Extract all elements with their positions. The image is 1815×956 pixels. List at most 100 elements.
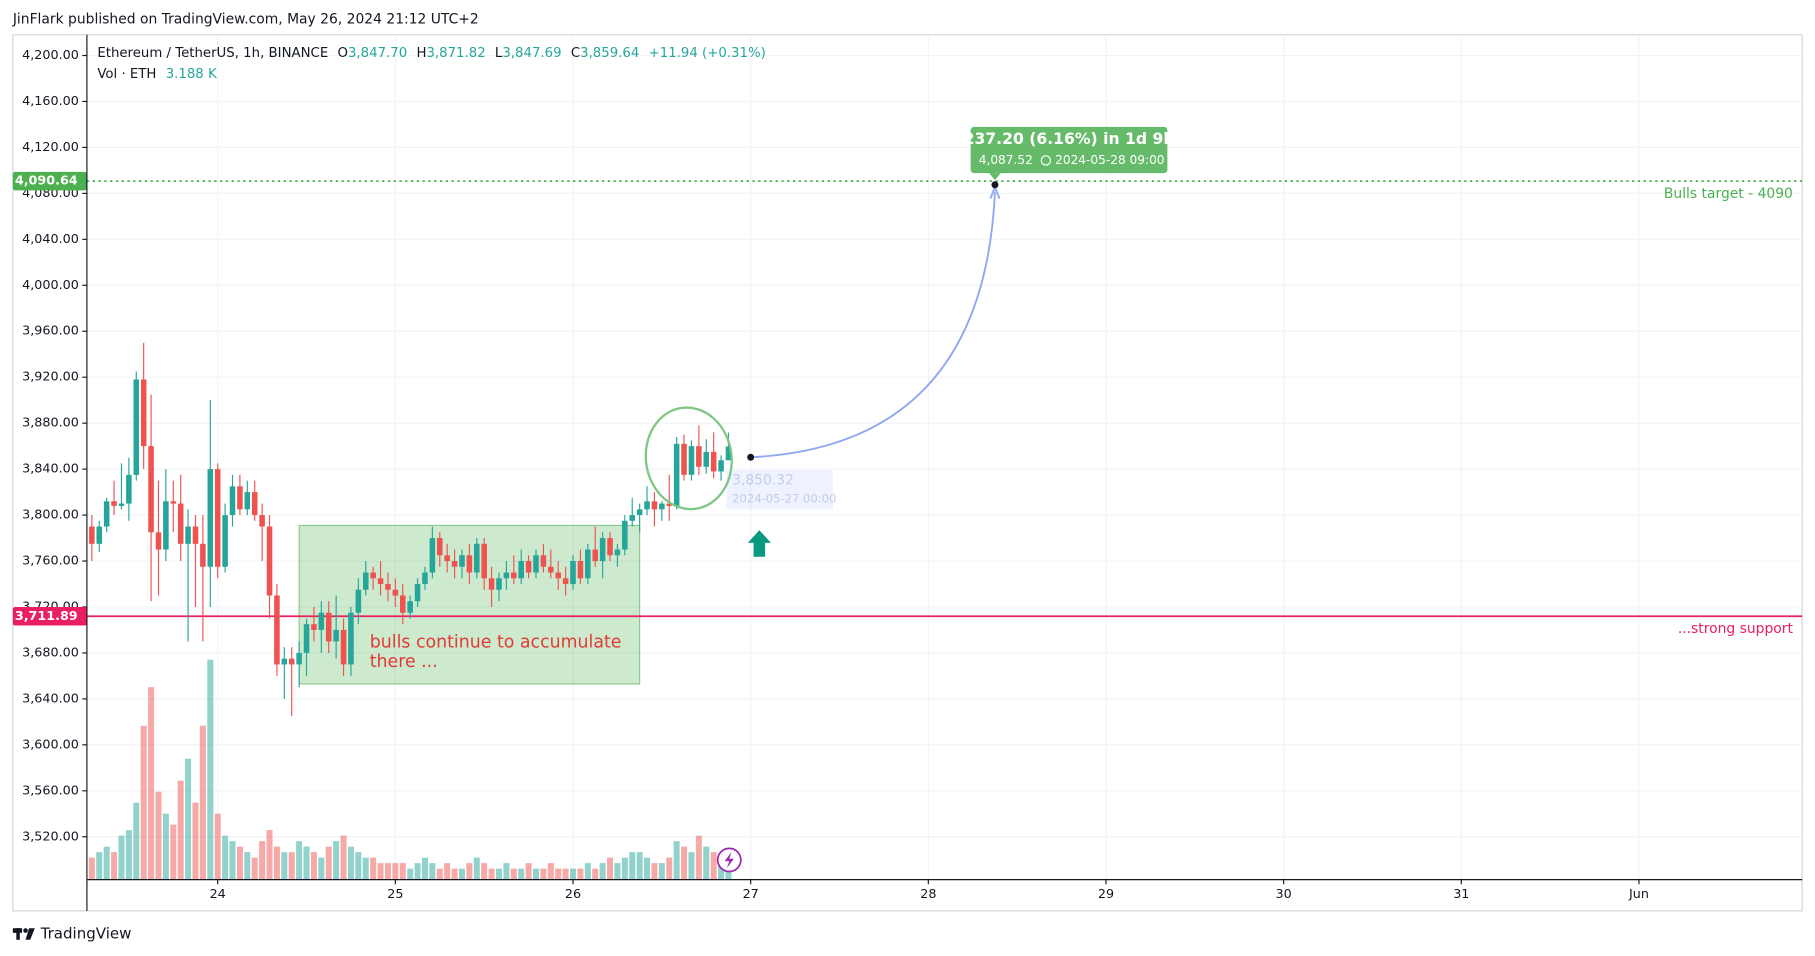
line-label: ...strong support bbox=[1678, 621, 1794, 637]
candle-body bbox=[488, 578, 495, 590]
candle-body bbox=[133, 379, 140, 475]
projection-label-pointer bbox=[989, 173, 1001, 181]
candle-body bbox=[577, 561, 584, 579]
volume-bar bbox=[155, 791, 162, 880]
candle-body bbox=[710, 451, 717, 472]
volume-title: Vol · ETH bbox=[97, 67, 156, 82]
volume-bar bbox=[629, 852, 636, 880]
candle-body bbox=[111, 501, 117, 506]
volume-bar bbox=[96, 852, 103, 880]
candle-body bbox=[244, 492, 251, 510]
price-tag bbox=[12, 171, 87, 191]
candle-body bbox=[614, 549, 621, 556]
end-time: 2024-05-28 09:00 bbox=[1055, 153, 1164, 167]
projection-start bbox=[747, 453, 755, 461]
candle-body bbox=[303, 624, 310, 653]
candle-body bbox=[214, 469, 221, 567]
volume-bar bbox=[607, 857, 614, 880]
volume-bar bbox=[681, 846, 688, 880]
volume-bar bbox=[570, 868, 577, 880]
candle-body bbox=[414, 584, 421, 602]
candle-body bbox=[348, 612, 354, 665]
candle-body bbox=[288, 658, 295, 665]
volume-bar bbox=[718, 863, 725, 880]
volume-bar bbox=[584, 863, 591, 880]
y-tick-label: 3,760.00 bbox=[22, 554, 79, 569]
candle-body bbox=[459, 555, 465, 567]
candle-body bbox=[392, 589, 399, 596]
candle-body bbox=[259, 515, 265, 527]
candle-body bbox=[644, 501, 650, 510]
volume-bar bbox=[688, 852, 695, 880]
volume-bar bbox=[614, 863, 621, 880]
candle-body bbox=[222, 515, 228, 567]
candle-body bbox=[177, 503, 184, 544]
x-tick-label: Jun bbox=[1628, 887, 1649, 902]
start-label-box bbox=[726, 469, 833, 510]
y-tick-label: 3,880.00 bbox=[22, 416, 79, 431]
volume-bar bbox=[88, 857, 95, 880]
x-tick-label: 30 bbox=[1276, 887, 1292, 902]
y-tick-label: 4,160.00 bbox=[22, 94, 79, 109]
candle-body bbox=[281, 658, 288, 665]
y-tick-label: 4,120.00 bbox=[22, 140, 79, 155]
volume-value: 3.188 K bbox=[166, 67, 217, 82]
y-tick-label: 4,040.00 bbox=[22, 232, 79, 247]
volume-bar bbox=[192, 802, 199, 880]
volume-bar bbox=[458, 868, 465, 880]
volume-bar bbox=[436, 868, 443, 880]
candle-body bbox=[422, 572, 428, 585]
x-tick-label: 27 bbox=[743, 887, 759, 902]
volume-bar bbox=[140, 725, 147, 880]
low-label: L bbox=[495, 46, 503, 61]
candle-body bbox=[399, 595, 406, 613]
candle-body bbox=[570, 561, 576, 585]
candle-body bbox=[266, 526, 273, 596]
volume-bar bbox=[562, 868, 569, 880]
volume-bar bbox=[518, 868, 525, 880]
candle-body bbox=[185, 526, 191, 544]
volume-bar bbox=[414, 863, 421, 880]
candle-body bbox=[325, 612, 332, 642]
candle-body bbox=[718, 460, 724, 472]
candle-body bbox=[333, 629, 339, 642]
candle-body bbox=[540, 555, 547, 567]
volume-bar bbox=[288, 852, 295, 880]
volume-bar bbox=[355, 852, 362, 880]
y-tick-label: 3,520.00 bbox=[22, 829, 79, 844]
volume-bar bbox=[673, 841, 680, 880]
box-text: there ... bbox=[370, 652, 438, 672]
close-value: 3,859.64 bbox=[580, 46, 639, 61]
y-tick-label: 3,800.00 bbox=[22, 508, 79, 523]
volume-bar bbox=[392, 863, 399, 880]
volume-bar bbox=[347, 846, 354, 880]
volume-bar bbox=[370, 857, 377, 880]
volume-bar bbox=[318, 857, 325, 880]
candle-body bbox=[200, 543, 206, 567]
y-tick-label: 4,000.00 bbox=[22, 278, 79, 293]
volume-bar bbox=[451, 868, 458, 880]
volume-bar bbox=[362, 857, 369, 880]
volume-layer bbox=[88, 659, 732, 880]
volume-bar bbox=[384, 863, 391, 880]
candle-body bbox=[170, 501, 177, 504]
volume-bar bbox=[310, 852, 317, 880]
candle-body bbox=[251, 492, 258, 516]
published-line: JinFlark published on TradingView.com, M… bbox=[12, 12, 479, 28]
projection-end bbox=[991, 181, 999, 189]
volume-bar bbox=[540, 868, 547, 880]
open-label: O bbox=[338, 46, 348, 61]
candle-body bbox=[207, 469, 214, 567]
candle-body bbox=[340, 629, 347, 665]
volume-bar bbox=[473, 857, 480, 880]
high-value: 3,871.82 bbox=[426, 46, 485, 61]
candle-body bbox=[466, 555, 473, 573]
price-tag bbox=[12, 607, 87, 626]
volume-bar bbox=[466, 863, 473, 880]
candle-body bbox=[607, 538, 613, 556]
y-tick-label: 3,560.00 bbox=[22, 783, 79, 798]
candle-body bbox=[688, 446, 695, 475]
